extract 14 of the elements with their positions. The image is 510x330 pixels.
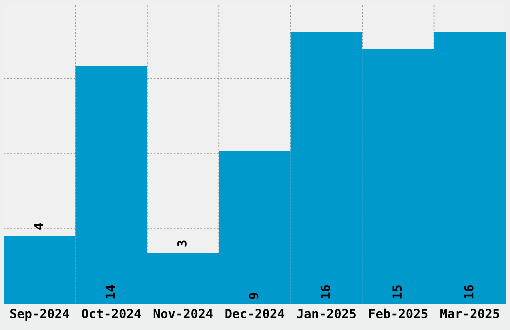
data-label: 14 <box>106 285 116 299</box>
data-label: 3 <box>177 240 187 247</box>
data-label: 4 <box>34 223 44 230</box>
x-tick-label: Feb-2025 <box>369 308 428 319</box>
x-tick-label: Nov-2024 <box>154 309 213 319</box>
x-tick-label: Oct-2024 <box>82 309 142 319</box>
x-tick-label: Dec-2024 <box>226 309 285 319</box>
data-label: 15 <box>392 286 402 299</box>
data-label: 16 <box>464 285 474 299</box>
x-tick-label: Jan-2025 <box>297 309 356 319</box>
data-label: 16 <box>320 285 330 299</box>
data-label: 9 <box>249 293 259 300</box>
x-tick-label: Mar-2025 <box>440 309 500 319</box>
x-tick-label: Sep-2024 <box>10 309 70 321</box>
